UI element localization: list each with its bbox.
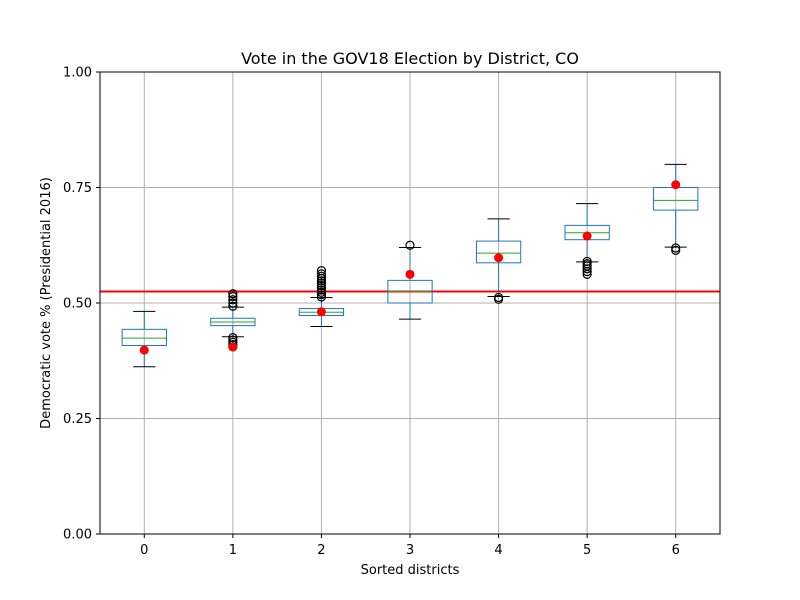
box-plot-district-5 (564, 203, 610, 279)
y-tick-label: 0.75 (63, 181, 92, 196)
outlier-marker (316, 269, 327, 279)
x-tick-label: 4 (494, 543, 502, 558)
enacted-point (494, 253, 504, 263)
x-tick-label: 2 (317, 543, 325, 558)
chart-title: Vote in the GOV18 Election by District, … (241, 49, 579, 68)
outlier-marker (316, 283, 327, 293)
x-tick-label: 3 (406, 543, 414, 558)
box-iqr (121, 328, 167, 347)
outlier-marker (228, 333, 238, 343)
outlier-marker (316, 290, 327, 300)
outlier-marker (316, 280, 327, 291)
enacted-point (228, 342, 238, 352)
outlier-marker (582, 261, 592, 271)
outlier-marker (316, 276, 327, 286)
outlier-marker (493, 292, 504, 303)
outlier-marker (228, 289, 238, 299)
outlier-marker (316, 287, 327, 297)
outlier-marker (582, 256, 592, 267)
box-plot-district-4 (475, 218, 522, 304)
enacted-point (582, 231, 592, 241)
box-iqr (475, 240, 522, 264)
enacted-point (671, 180, 681, 190)
x-tick-label: 0 (140, 543, 148, 558)
outlier-marker (582, 264, 592, 274)
outlier-marker (316, 271, 327, 281)
y-tick-label: 1.00 (63, 66, 92, 81)
outlier-marker (671, 245, 681, 255)
y-axis-label: Democratic vote % (Presidential 2016) (39, 177, 54, 429)
outlier-marker (228, 291, 238, 302)
outlier-marker (316, 292, 327, 302)
outlier-marker (405, 240, 415, 250)
x-tick-label: 5 (583, 543, 591, 558)
enacted-point (139, 345, 149, 355)
outlier-marker (316, 278, 327, 288)
enacted-point (405, 269, 415, 279)
outlier-marker (582, 259, 592, 269)
point-layer (139, 180, 681, 355)
outlier-marker (228, 298, 238, 308)
outlier-marker (316, 285, 327, 295)
y-tick-label: 0.50 (63, 297, 92, 312)
box-plot-district-3 (387, 240, 433, 320)
outlier-marker (228, 295, 238, 305)
outlier-marker (671, 243, 681, 253)
x-axis-label: Sorted districts (361, 563, 460, 578)
y-tick-label: 0.25 (63, 412, 92, 427)
outlier-marker (228, 301, 238, 311)
x-tick-label: 6 (672, 543, 680, 558)
y-tick-label: 0.00 (63, 528, 92, 543)
x-tick-label: 1 (229, 543, 237, 558)
tick-layer: 0.00 0.25 0.50 0.75 1.00 0 1 2 3 4 5 6 (63, 66, 680, 559)
outlier-marker (316, 266, 327, 276)
enacted-point (316, 307, 326, 317)
